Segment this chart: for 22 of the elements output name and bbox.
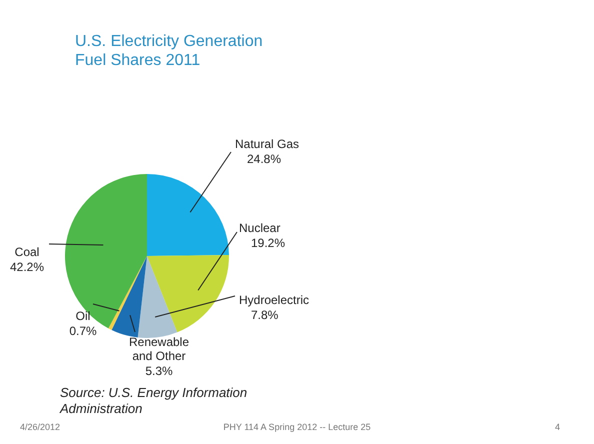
text: 4 — [554, 422, 560, 432]
pie-slice — [65, 174, 147, 328]
pie-slice — [147, 254, 229, 332]
pie-slice — [147, 174, 229, 256]
data-label: 19.2% — [251, 236, 286, 250]
data-label: 24.8% — [247, 152, 282, 166]
data-label: 5.3% — [145, 364, 173, 378]
pie-slice — [112, 256, 147, 338]
text: PHY 114 A Spring 2012 -- Lecture 25 — [223, 422, 371, 432]
data-label: 42.2% — [10, 260, 44, 274]
text: 4/26/2012 — [20, 422, 60, 432]
slice-label: Nuclear — [239, 221, 280, 235]
pie-slice — [138, 256, 178, 338]
slice-label: Natural Gas — [235, 137, 300, 151]
data-label: 0.7% — [69, 324, 97, 338]
data-label: 7.8% — [251, 308, 279, 322]
slice-label: Hydroelectric — [239, 293, 310, 307]
slice-label: Coal — [14, 245, 40, 259]
chart-title: U.S. Electricity Generation Fuel Shares 2011 — [75, 33, 263, 69]
source-note: Source: U.S. Energy Information Administration — [59, 385, 248, 416]
slice-label: Oil — [76, 309, 90, 323]
slice-label: Renewable and Other — [128, 335, 190, 363]
